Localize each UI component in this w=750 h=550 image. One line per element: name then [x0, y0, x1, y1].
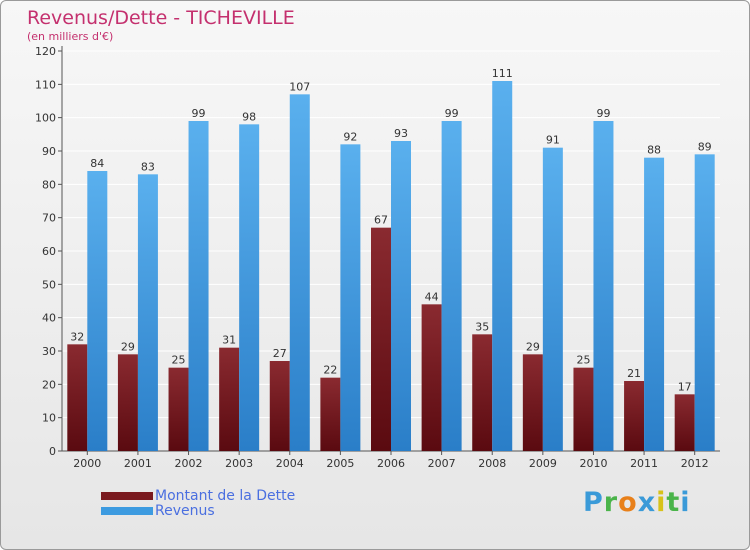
- bar-revenue: [441, 121, 462, 451]
- x-tick-label: 2009: [529, 457, 557, 470]
- data-label-debt: 29: [121, 340, 135, 353]
- legend: Montant de la Dette Revenus: [101, 487, 296, 519]
- data-label-debt: 25: [172, 354, 186, 367]
- data-label-revenue: 84: [90, 157, 104, 170]
- bar-revenue: [188, 121, 209, 451]
- data-label-debt: 27: [273, 347, 287, 360]
- bar-debt: [674, 394, 695, 451]
- bar-debt: [117, 354, 138, 451]
- bar-revenue: [593, 121, 614, 451]
- logo-letter: o: [618, 487, 638, 518]
- data-label-debt: 31: [222, 334, 236, 347]
- bar-revenue: [137, 174, 158, 452]
- bar-revenue: [340, 144, 361, 452]
- data-label-debt: 17: [678, 380, 692, 393]
- data-label-revenue: 89: [698, 140, 712, 153]
- data-label-revenue: 107: [289, 80, 310, 93]
- data-label-debt: 44: [425, 290, 439, 303]
- logo-letter: r: [603, 487, 619, 518]
- bar-revenue: [492, 81, 513, 451]
- data-label-debt: 32: [70, 330, 84, 343]
- x-tick-label: 2008: [478, 457, 506, 470]
- bar-debt: [67, 344, 88, 451]
- data-label-debt: 35: [475, 320, 489, 333]
- legend-label-debt: Montant de la Dette: [155, 487, 296, 504]
- y-tick-label: 50: [42, 278, 56, 291]
- data-label-revenue: 111: [492, 67, 513, 80]
- data-label-revenue: 99: [445, 107, 459, 120]
- data-label-revenue: 99: [192, 107, 206, 120]
- x-tick-label: 2010: [579, 457, 607, 470]
- legend-item-debt: Montant de la Dette: [101, 487, 296, 504]
- data-label-revenue: 99: [596, 107, 610, 120]
- bar-debt: [522, 354, 543, 451]
- bar-debt: [573, 367, 594, 451]
- x-tick-label: 2012: [681, 457, 709, 470]
- data-label-debt: 25: [576, 354, 590, 367]
- data-label-revenue: 91: [546, 134, 560, 147]
- logo-letter: x: [637, 487, 657, 518]
- bar-revenue: [694, 154, 715, 452]
- data-label-revenue: 93: [394, 127, 408, 140]
- legend-swatch-debt: [101, 491, 153, 500]
- data-label-debt: 21: [627, 367, 641, 380]
- x-tick-label: 2005: [326, 457, 354, 470]
- y-tick-label: 90: [42, 145, 56, 158]
- chart-subtitle: (en milliers d'€): [27, 30, 114, 43]
- x-tick-label: 2003: [225, 457, 253, 470]
- y-tick-label: 110: [35, 78, 56, 91]
- data-label-debt: 29: [526, 340, 540, 353]
- data-label-revenue: 98: [242, 110, 256, 123]
- bar-revenue: [542, 147, 563, 451]
- data-label-revenue: 83: [141, 160, 155, 173]
- chart-title: Revenus/Dette - TICHEVILLE: [27, 7, 295, 29]
- x-tick-label: 2007: [428, 457, 456, 470]
- y-tick-label: 20: [42, 378, 56, 391]
- logo-letter: i: [656, 487, 667, 518]
- y-tick-label: 40: [42, 312, 56, 325]
- data-label-revenue: 88: [647, 144, 661, 157]
- legend-item-revenue: Revenus: [101, 502, 295, 519]
- logo-letter: t: [666, 487, 681, 518]
- y-tick-label: 30: [42, 345, 56, 358]
- bar-revenue: [289, 94, 310, 451]
- bar-debt: [168, 367, 189, 451]
- y-tick-label: 80: [42, 178, 56, 191]
- data-label-debt: 67: [374, 214, 388, 227]
- y-tick-label: 60: [42, 245, 56, 258]
- legend-swatch-revenue: [101, 506, 153, 515]
- data-label-debt: 22: [323, 364, 337, 377]
- x-tick-label: 2002: [175, 457, 203, 470]
- bar-debt: [269, 361, 290, 451]
- y-tick-label: 120: [35, 45, 56, 58]
- legend-label-revenue: Revenus: [155, 502, 215, 519]
- bar-debt: [624, 381, 645, 451]
- bar-debt: [421, 304, 442, 451]
- proxiti-logo: Proxiti: [583, 487, 691, 518]
- bar-revenue: [391, 141, 411, 451]
- data-label-revenue: 92: [343, 130, 357, 143]
- bar-debt: [371, 227, 391, 451]
- y-tick-label: 10: [42, 412, 56, 425]
- y-tick-label: 70: [42, 212, 56, 225]
- x-tick-label: 2000: [73, 457, 101, 470]
- bar-revenue: [644, 157, 665, 451]
- x-tick-label: 2001: [124, 457, 152, 470]
- bar-revenue: [87, 171, 108, 451]
- x-tick-label: 2004: [276, 457, 304, 470]
- bar-debt: [472, 334, 493, 451]
- y-tick-label: 0: [49, 445, 56, 458]
- bar-debt: [219, 347, 240, 451]
- x-tick-label: 2006: [377, 457, 405, 470]
- bar-debt: [320, 377, 341, 451]
- x-tick-label: 2011: [630, 457, 658, 470]
- y-tick-label: 100: [35, 112, 56, 125]
- bar-revenue: [239, 124, 260, 451]
- logo-letter: P: [583, 487, 604, 518]
- logo-letter: i: [680, 487, 691, 518]
